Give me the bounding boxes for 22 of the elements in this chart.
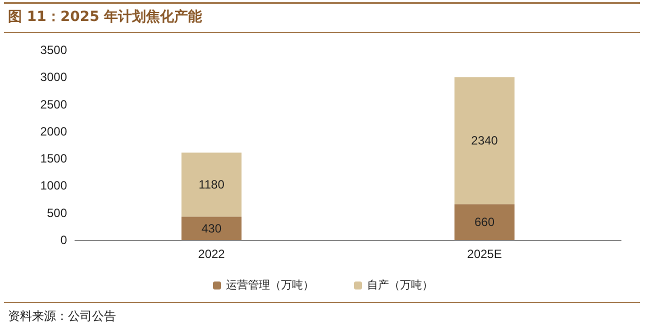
legend-label: 自产（万吨） (367, 278, 433, 292)
y-tick-label: 2500 (40, 97, 68, 112)
bar (181, 152, 242, 217)
x-tick-label: 2025E (467, 247, 502, 261)
y-tick-label: 3500 (40, 43, 68, 57)
data-label: 430 (201, 221, 222, 236)
y-tick-label: 1000 (40, 178, 68, 193)
data-label: 660 (474, 215, 495, 230)
y-tick-label: 3000 (40, 70, 68, 84)
y-tick-label: 2000 (40, 124, 68, 138)
chart-title: 图 11：2025 年计划焦化产能 (8, 8, 202, 26)
data-label: 2340 (471, 134, 498, 148)
legend-label: 运营管理（万吨） (226, 278, 314, 292)
x-tick-label: 2022 (198, 247, 226, 261)
bar (181, 216, 242, 240)
y-tick-label: 1500 (40, 152, 68, 166)
data-label: 1180 (198, 178, 225, 192)
bar (454, 77, 515, 204)
bar (454, 204, 515, 240)
y-tick-label: 0 (60, 233, 68, 247)
y-tick-label: 500 (46, 206, 68, 220)
text: 资料来源：公司公告 (8, 308, 116, 325)
